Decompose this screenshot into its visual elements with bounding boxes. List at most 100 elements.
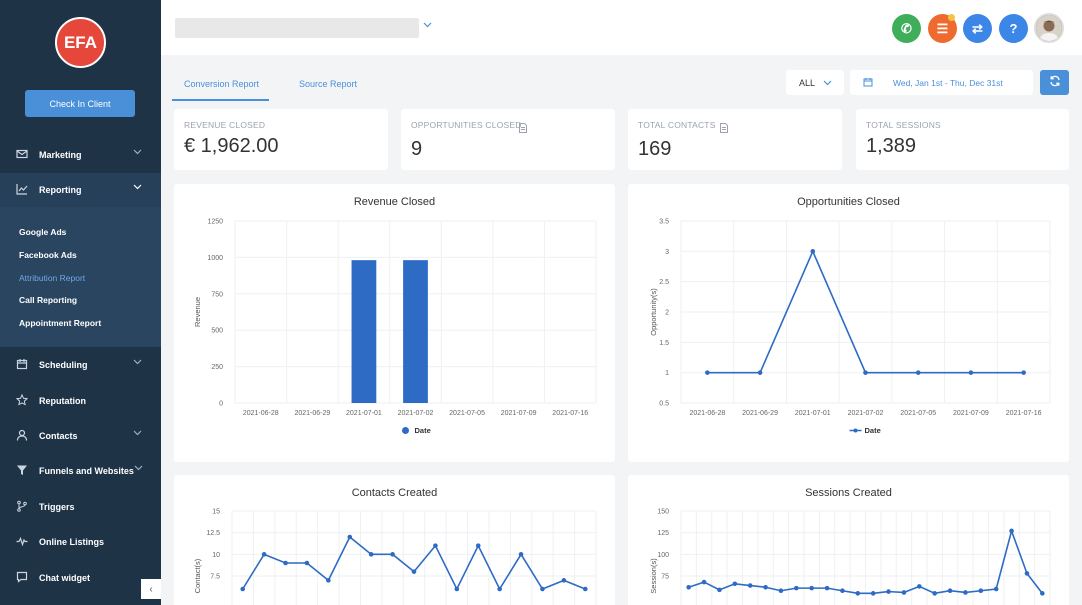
y-tick-label: 10 xyxy=(212,552,220,559)
filter-select[interactable]: ALL xyxy=(786,70,844,95)
data-point xyxy=(283,560,288,566)
branch-icon xyxy=(16,500,28,512)
data-point xyxy=(932,591,937,596)
y-tick-label: 100 xyxy=(657,552,669,559)
sidebar-item-funnels-and-websites[interactable]: Funnels and Websites xyxy=(0,454,161,488)
data-point xyxy=(326,578,331,583)
date-range-text: Wed, Jan 1st - Thu, Dec 31st xyxy=(893,78,1003,88)
y-tick-label: 7.5 xyxy=(210,574,220,581)
sidebar-item-contacts[interactable]: Contacts xyxy=(0,419,161,453)
sidebar-item-triggers[interactable]: Triggers xyxy=(0,490,161,524)
data-point xyxy=(1021,370,1026,375)
opportunities-closed-chart: 0.5 1 1.5 2 2.5 3 3.5 Opportunity(s) 2021-06-28 2… xyxy=(649,219,1051,435)
x-tick-label: 2021-06-28 xyxy=(243,410,279,417)
sessions-created-chart: 75 100 125 150 Session(s) xyxy=(649,509,1051,605)
data-point xyxy=(705,370,710,375)
y-axis-label: Session(s) xyxy=(649,558,658,594)
data-point xyxy=(261,552,267,557)
sidebar: EFA Check In Client Marketing Reporting … xyxy=(0,0,161,605)
data-point xyxy=(863,370,868,375)
x-tick-label: 2021-07-02 xyxy=(398,410,434,417)
sidebar-subitem-call-reporting[interactable]: Call Reporting xyxy=(19,295,78,305)
contacts-created-chart: 7.5 10 12.5 15 Contact(s) xyxy=(193,509,597,605)
refresh-button[interactable] xyxy=(1040,70,1069,95)
y-tick-label: 0.5 xyxy=(659,401,669,408)
y-tick-label: 15 xyxy=(212,509,220,516)
sidebar-item-label: Chat widget xyxy=(39,573,90,583)
legend-label: Date xyxy=(415,426,431,435)
sidebar-item-label: Scheduling xyxy=(39,360,88,370)
check-in-client-button[interactable]: Check In Client xyxy=(25,90,135,117)
sidebar-subitem-google-ads[interactable]: Google Ads xyxy=(19,227,67,237)
refresh-icon xyxy=(1049,75,1061,90)
document-icon[interactable] xyxy=(519,120,527,138)
y-tick-label: 250 xyxy=(211,364,223,371)
chart-card-revenue-closed: Revenue Closed 0 250 500 750 1000 1250 Revenue… xyxy=(174,184,615,462)
chevron-left-icon: ‹ xyxy=(149,583,153,595)
stat-value: € 1,962.00 xyxy=(184,135,279,157)
chevron-down-icon xyxy=(134,463,144,475)
sidebar-item-reporting[interactable]: Reporting xyxy=(0,173,161,207)
x-tick-label: 2021-06-28 xyxy=(689,410,725,417)
top-bar: ✆ ☰ ⇄ ? xyxy=(161,0,1082,55)
stat-label: TOTAL SESSIONS xyxy=(866,120,941,130)
y-tick-label: 2.5 xyxy=(659,279,669,286)
help-button[interactable]: ? xyxy=(999,14,1028,43)
data-point xyxy=(717,587,722,593)
star-icon xyxy=(15,393,29,406)
data-point xyxy=(978,588,984,594)
data-point xyxy=(870,591,876,596)
data-point xyxy=(763,584,768,590)
chat-icon xyxy=(16,571,28,583)
sidebar-item-chat-widget[interactable]: Chat widget xyxy=(0,561,161,595)
location-selector[interactable] xyxy=(175,18,419,38)
y-tick-label: 500 xyxy=(211,328,223,335)
document-icon[interactable] xyxy=(720,120,728,138)
person-icon xyxy=(16,429,28,441)
x-tick-label: 2021-06-29 xyxy=(742,410,778,417)
y-tick-label: 0 xyxy=(219,401,223,408)
sidebar-item-label: Contacts xyxy=(39,431,78,441)
sidebar-item-label: Marketing xyxy=(39,150,82,160)
avatar[interactable] xyxy=(1034,13,1064,43)
data-point xyxy=(886,589,891,594)
stat-card-opportunities-closed: OPPORTUNITIES CLOSED 9 xyxy=(401,109,615,170)
sidebar-subitem-appointment-report[interactable]: Appointment Report xyxy=(19,318,102,328)
data-point xyxy=(757,370,763,375)
sidebar-item-reputation[interactable]: Reputation xyxy=(0,384,161,418)
switch-account-button[interactable]: ⇄ xyxy=(963,14,992,43)
chevron-down-icon xyxy=(133,147,143,159)
sidebar-item-online-listings[interactable]: Online Listings xyxy=(0,525,161,559)
swap-icon: ⇄ xyxy=(972,20,983,36)
stat-label: REVENUE CLOSED xyxy=(184,120,266,130)
sidebar-item-label: Funnels and Websites xyxy=(39,466,134,476)
x-tick-label: 2021-07-01 xyxy=(795,410,831,417)
collapse-sidebar-button[interactable]: ‹ xyxy=(141,579,161,599)
phone-button[interactable]: ✆ xyxy=(892,14,921,43)
tab-source-report[interactable]: Source Report xyxy=(299,79,358,89)
date-range-picker[interactable]: Wed, Jan 1st - Thu, Dec 31st xyxy=(850,70,1033,95)
y-tick-label: 3 xyxy=(665,249,669,256)
data-point xyxy=(947,588,953,594)
sidebar-subitem-facebook-ads[interactable]: Facebook Ads xyxy=(19,250,77,260)
chevron-down-icon xyxy=(133,357,143,369)
data-point xyxy=(809,585,814,591)
tab-conversion-report[interactable]: Conversion Report xyxy=(184,79,260,89)
chevron-down-icon[interactable] xyxy=(423,20,432,32)
data-point xyxy=(855,591,861,596)
sidebar-item-marketing[interactable]: Marketing xyxy=(0,138,161,172)
calendar-icon xyxy=(16,358,28,370)
data-point xyxy=(304,560,310,566)
data-point xyxy=(915,370,921,375)
data-point xyxy=(240,586,246,592)
stat-value: 9 xyxy=(411,138,423,160)
sidebar-subitem-attribution-report[interactable]: Attribution Report xyxy=(19,273,86,283)
y-tick-label: 1250 xyxy=(207,219,223,226)
sidebar-item-scheduling[interactable]: Scheduling xyxy=(0,348,161,382)
brand-logo-text: EFA xyxy=(63,32,98,52)
brand-logo[interactable]: EFA xyxy=(55,17,106,68)
chevron-down-icon xyxy=(823,78,832,89)
y-tick-label: 3.5 xyxy=(659,219,669,226)
y-axis-label: Revenue xyxy=(193,297,202,327)
chart-title: Contacts Created xyxy=(351,487,438,499)
